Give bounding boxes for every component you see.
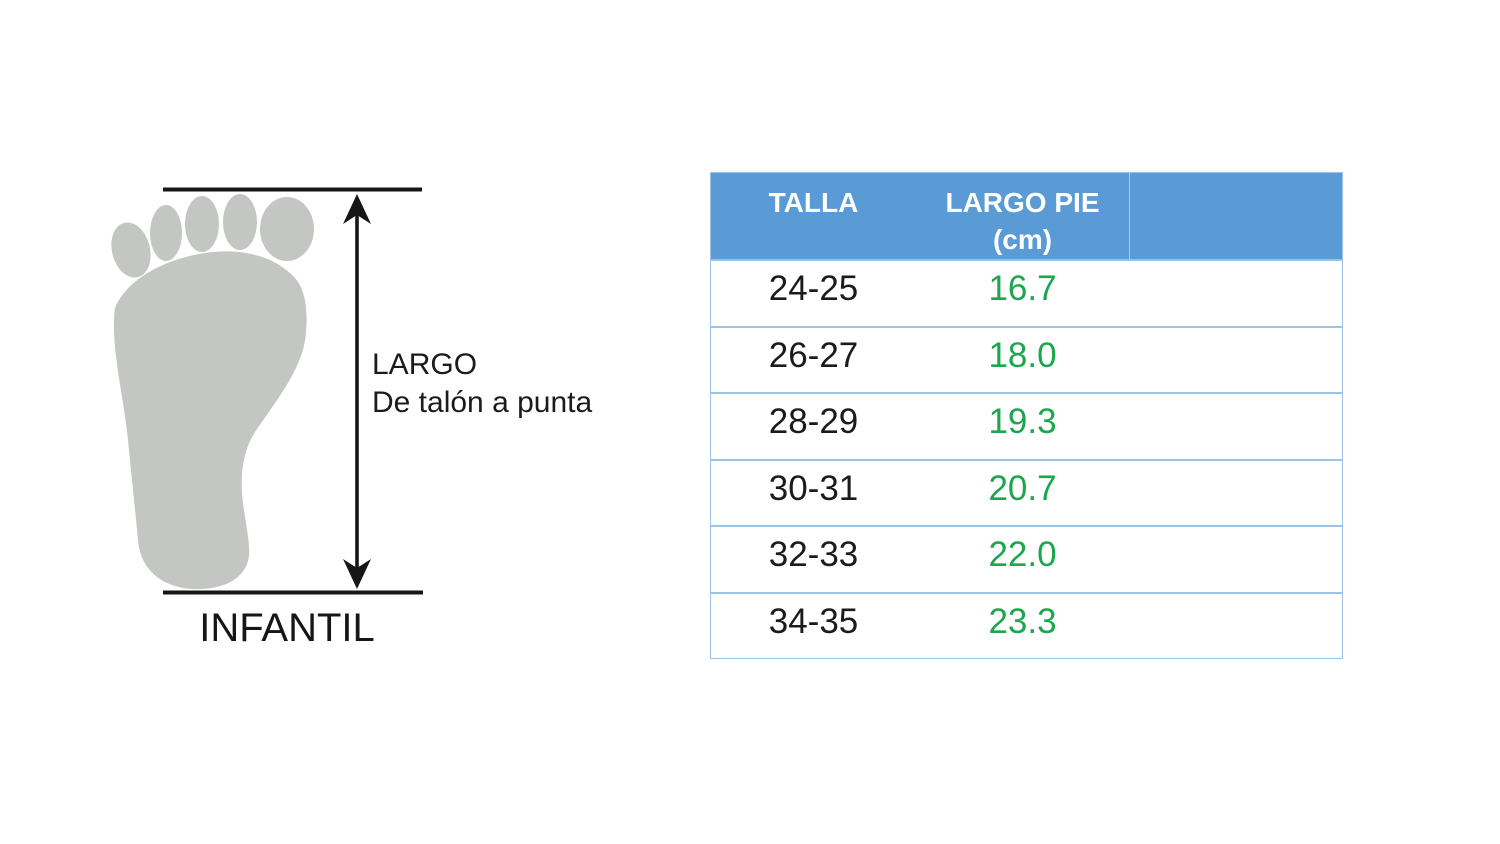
table-row: 24-25 16.7 <box>711 259 1342 326</box>
cell-empty <box>1129 489 1342 497</box>
measure-label-line1: LARGO <box>372 348 478 381</box>
fourth-toe <box>223 194 257 250</box>
cell-empty <box>1129 356 1342 364</box>
header-largo-line1: LARGO PIE <box>945 187 1100 218</box>
cell-largo-pie: 20.7 <box>988 468 1057 508</box>
big-toe <box>260 197 314 261</box>
cell-talla: 26-27 <box>768 335 859 375</box>
measure-label-line2: De talón a punta <box>372 386 593 419</box>
size-table: TALLA LARGO PIE (cm) 24-25 16.7 26-27 18… <box>710 172 1343 659</box>
cell-largo-pie: 16.7 <box>988 269 1057 309</box>
header-cell-empty <box>1129 173 1342 259</box>
cell-talla: 32-33 <box>768 535 859 575</box>
top-measure-line <box>163 187 422 192</box>
middle-toe <box>185 196 219 252</box>
table-header-row: TALLA LARGO PIE (cm) <box>711 173 1342 259</box>
little-toe <box>111 222 151 278</box>
cell-empty <box>1129 289 1342 297</box>
foot-silhouette-icon <box>111 194 314 590</box>
header-cell-talla: TALLA <box>768 187 859 218</box>
cell-largo-pie: 22.0 <box>988 535 1057 575</box>
table-body: 24-25 16.7 26-27 18.0 28-29 19.3 30-31 2… <box>711 259 1342 658</box>
bottom-measure-line <box>163 590 423 595</box>
table-row: 32-33 22.0 <box>711 525 1342 592</box>
header-largo-line2: (cm) <box>992 224 1053 255</box>
cell-talla: 34-35 <box>768 601 859 641</box>
cell-empty <box>1129 622 1342 630</box>
second-toe <box>150 205 182 261</box>
cell-empty <box>1129 422 1342 430</box>
cell-talla: 24-25 <box>768 269 859 309</box>
diagram-caption: INFANTIL <box>199 606 375 650</box>
cell-talla: 30-31 <box>768 468 859 508</box>
cell-talla: 28-29 <box>768 402 859 442</box>
table-row: 30-31 20.7 <box>711 458 1342 526</box>
table-row: 28-29 19.3 <box>711 392 1342 459</box>
cell-empty <box>1129 555 1342 563</box>
cell-largo-pie: 19.3 <box>988 402 1057 442</box>
foot-sole-shape <box>113 251 307 590</box>
table-row: 26-27 18.0 <box>711 325 1342 393</box>
foot-diagram <box>111 187 423 595</box>
cell-largo-pie: 18.0 <box>988 335 1057 375</box>
header-cell-largo-pie: LARGO PIE (cm) <box>916 173 1129 259</box>
length-arrow-icon <box>343 194 371 589</box>
cell-largo-pie: 23.3 <box>988 601 1057 641</box>
table-row: 34-35 23.3 <box>711 591 1342 659</box>
measure-label: LARGO De talón a punta <box>372 346 592 422</box>
